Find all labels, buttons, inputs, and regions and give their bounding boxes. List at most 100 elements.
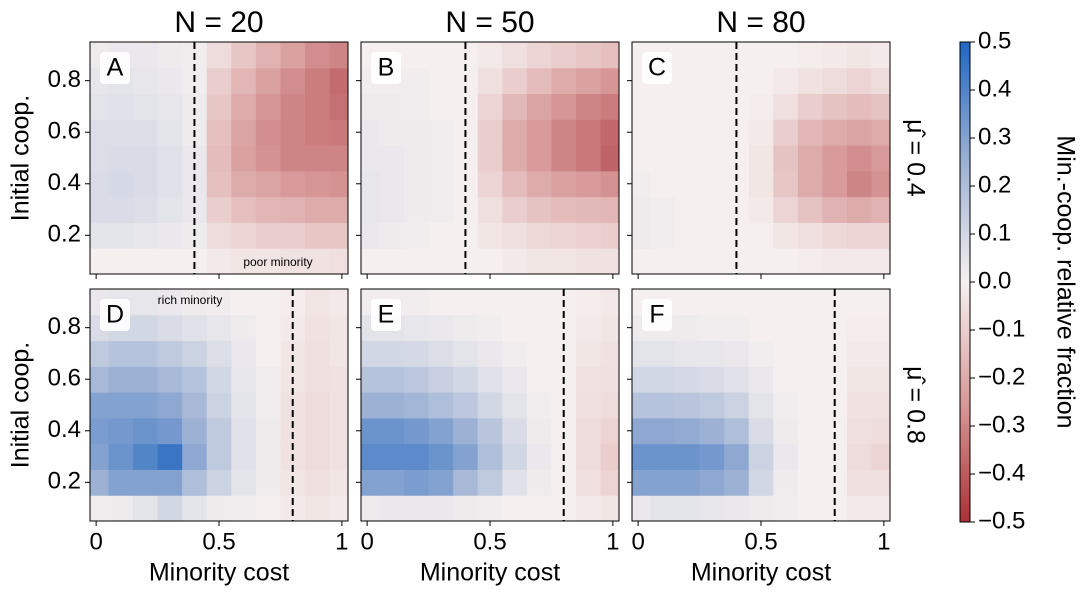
heatmap-cell bbox=[90, 366, 109, 393]
heatmap-cell bbox=[361, 417, 380, 445]
heatmap-cell bbox=[847, 392, 873, 419]
heatmap-cell bbox=[477, 119, 503, 146]
heatmap-cell bbox=[847, 289, 873, 316]
heatmap-cell bbox=[675, 366, 701, 393]
heatmap-cell bbox=[675, 42, 701, 69]
heatmap-cell bbox=[305, 93, 331, 120]
heatmap-cell bbox=[305, 417, 331, 445]
heatmap-cell bbox=[206, 196, 232, 223]
colorbar-tick-label: 0.4 bbox=[978, 75, 1011, 102]
heatmap-cell bbox=[361, 443, 380, 470]
heatmap-cell bbox=[379, 392, 405, 419]
heatmap-cell bbox=[133, 392, 159, 419]
heatmap-cell bbox=[526, 392, 552, 419]
heatmap-cell bbox=[675, 340, 701, 367]
heatmap-cell bbox=[231, 42, 257, 69]
heatmap-cell bbox=[231, 93, 257, 120]
heatmap-cell bbox=[699, 366, 725, 393]
heatmap-cell bbox=[255, 170, 281, 198]
heatmap-cell bbox=[428, 248, 454, 274]
heatmap-cell bbox=[871, 119, 890, 146]
heatmap-cell bbox=[206, 314, 232, 342]
heatmap-cell bbox=[361, 196, 380, 223]
heatmap-cell bbox=[822, 145, 848, 172]
heatmap-cell bbox=[404, 340, 430, 367]
heatmap-cell bbox=[699, 222, 725, 249]
panel-title: N = 20 bbox=[174, 6, 263, 39]
heatmap-cell bbox=[576, 67, 602, 95]
heatmap-cell bbox=[797, 196, 823, 223]
panel-label-box bbox=[371, 299, 401, 331]
heatmap-cell bbox=[157, 289, 183, 316]
heatmap-cell bbox=[90, 417, 109, 445]
panel-label: E bbox=[378, 301, 395, 329]
y-tick-label: 0.2 bbox=[48, 468, 81, 495]
heatmap-cell bbox=[133, 340, 159, 367]
heatmap-cell bbox=[182, 392, 208, 419]
colorbar-tick-label: 0.0 bbox=[978, 267, 1011, 294]
heatmap-cell bbox=[206, 495, 232, 521]
heatmap-cell bbox=[157, 145, 183, 172]
heatmap-cell bbox=[453, 469, 479, 496]
heatmap-cell bbox=[157, 392, 183, 419]
heatmap-cell bbox=[206, 145, 232, 172]
heatmap-cell bbox=[847, 340, 873, 367]
heatmap-cell bbox=[305, 443, 331, 470]
heatmap-cell bbox=[453, 340, 479, 367]
heatmap-cell bbox=[108, 170, 134, 198]
heatmap-cell bbox=[182, 314, 208, 342]
heatmap-cell bbox=[632, 248, 651, 274]
heatmap-cell bbox=[576, 314, 602, 342]
heatmap-cell bbox=[551, 93, 577, 120]
heatmap-cell bbox=[502, 248, 528, 274]
heatmap-cell bbox=[699, 443, 725, 470]
heatmap-cell bbox=[748, 222, 774, 249]
heatmap-cell bbox=[90, 222, 109, 249]
heatmap-cell bbox=[329, 145, 348, 172]
heatmap-cell bbox=[797, 93, 823, 120]
heatmap-cell bbox=[157, 443, 183, 470]
heatmap-cell bbox=[329, 366, 348, 393]
y-tick-label: 0.2 bbox=[48, 221, 81, 248]
heatmap-cell bbox=[133, 196, 159, 223]
heatmap-cell bbox=[748, 119, 774, 146]
heatmap-cell bbox=[551, 42, 577, 69]
heatmap-cell bbox=[255, 248, 281, 274]
heatmap-cell bbox=[847, 314, 873, 342]
heatmap-cell bbox=[255, 93, 281, 120]
heatmap-cell bbox=[632, 196, 651, 223]
x-tick-label: 1 bbox=[606, 528, 619, 555]
heatmap-cell bbox=[231, 392, 257, 419]
heatmap-cell bbox=[477, 145, 503, 172]
heatmap-cell bbox=[822, 196, 848, 223]
heatmap-cell bbox=[255, 417, 281, 445]
heatmap-cell bbox=[361, 170, 380, 198]
heatmap-cell bbox=[502, 366, 528, 393]
heatmap-cell bbox=[773, 417, 799, 445]
heatmap-cell bbox=[157, 417, 183, 445]
heatmap-cell bbox=[797, 366, 823, 393]
heatmap bbox=[90, 289, 348, 521]
heatmap-cell bbox=[305, 42, 331, 69]
heatmap-cell bbox=[404, 417, 430, 445]
heatmap-cell bbox=[108, 392, 134, 419]
heatmap-cell bbox=[871, 42, 890, 69]
heatmap-cell bbox=[650, 417, 676, 445]
heatmap-cell bbox=[576, 93, 602, 120]
heatmap-cell bbox=[280, 42, 306, 69]
heatmap-cell bbox=[280, 196, 306, 223]
heatmap-cell bbox=[477, 196, 503, 223]
heatmap-cell bbox=[379, 443, 405, 470]
heatmap-cell bbox=[632, 495, 651, 521]
heatmap-cell bbox=[329, 196, 348, 223]
heatmap-cell bbox=[477, 248, 503, 274]
heatmap-cell bbox=[477, 443, 503, 470]
heatmap-cell bbox=[551, 145, 577, 172]
heatmap-cell bbox=[305, 289, 331, 316]
heatmap-cell bbox=[748, 392, 774, 419]
heatmap-cell bbox=[773, 196, 799, 223]
panel-label: D bbox=[106, 301, 124, 329]
panel-label: C bbox=[648, 54, 666, 82]
heatmap-cell bbox=[231, 67, 257, 95]
